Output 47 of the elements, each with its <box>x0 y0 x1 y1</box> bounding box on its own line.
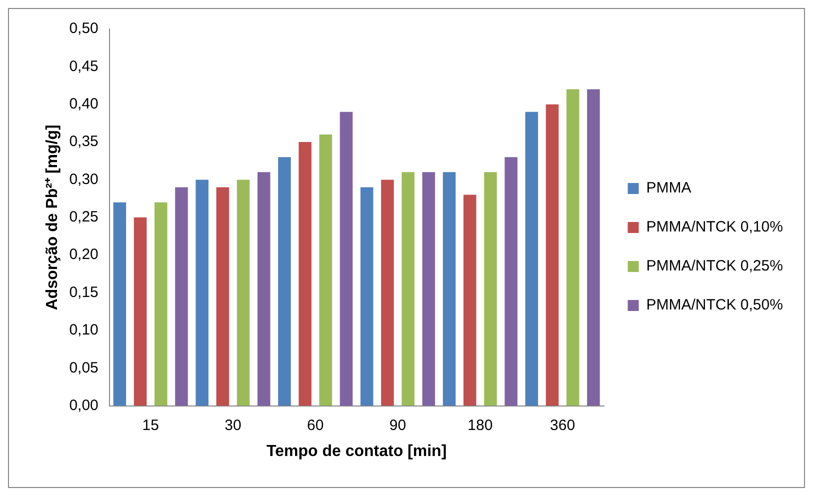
y-tick-label: 0,00 <box>69 396 98 414</box>
y-tick-label: 0,20 <box>69 246 98 264</box>
bar <box>113 202 126 406</box>
bar <box>504 157 518 406</box>
y-tick-label: 0,35 <box>69 133 98 150</box>
y-tick-label: 0,15 <box>69 284 98 301</box>
y-tick-label: 0,25 <box>69 208 98 226</box>
y-tick-label: 0,50 <box>69 20 98 38</box>
bar <box>484 172 497 406</box>
x-tick-label: 90 <box>389 416 406 434</box>
bar <box>236 180 250 406</box>
bar <box>463 194 476 406</box>
y-tick-label: 0,45 <box>69 58 98 75</box>
y-tick-label: 0,10 <box>69 322 98 339</box>
bar <box>196 180 208 406</box>
y-axis-title: Adsorção de Pb²⁺ [mg/g] <box>44 124 62 310</box>
legend-label: PMMA/NTCK 0,50% <box>646 296 783 314</box>
bar <box>422 172 436 406</box>
y-tick-label: 0,30 <box>69 170 98 188</box>
x-tick-label: 360 <box>550 416 576 434</box>
x-axis-title: Tempo de contato [min] <box>266 442 447 460</box>
bar <box>278 157 291 406</box>
x-tick-label: 180 <box>468 416 493 434</box>
legend-label: PMMA <box>646 180 692 197</box>
bar <box>340 112 353 406</box>
bar <box>319 134 332 406</box>
bar <box>442 172 456 406</box>
bar <box>257 172 270 406</box>
x-tick-label: 15 <box>142 416 159 434</box>
bar <box>154 202 168 406</box>
y-tick-label: 0,05 <box>69 359 98 376</box>
bar <box>134 217 147 406</box>
x-tick-label: 30 <box>224 416 242 434</box>
bar <box>587 89 600 406</box>
bar <box>525 112 538 406</box>
bar <box>360 187 374 406</box>
bar <box>402 172 414 406</box>
bar <box>298 142 312 406</box>
y-tick-label: 0,40 <box>69 96 98 112</box>
legend-label: PMMA/NTCK 0,25% <box>646 258 783 275</box>
x-tick-label: 60 <box>307 416 324 434</box>
bar <box>216 187 230 406</box>
bar <box>175 187 188 406</box>
bar <box>546 104 559 406</box>
legend-label: PMMA/NTCK 0,10% <box>646 218 783 236</box>
bar <box>381 180 394 406</box>
bar <box>566 89 580 406</box>
